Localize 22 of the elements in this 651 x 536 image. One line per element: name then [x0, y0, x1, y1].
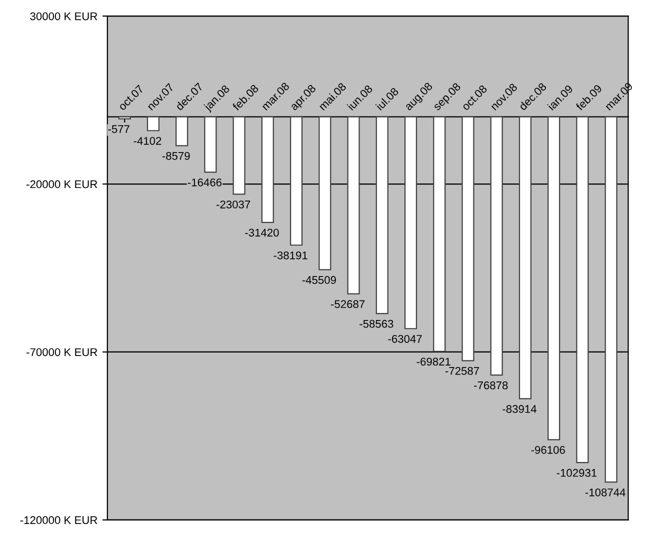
data-label: -16466 [188, 178, 222, 186]
data-label: -96106 [531, 446, 565, 454]
data-label: -63047 [388, 334, 422, 343]
data-label: -102931 [556, 468, 597, 477]
data-label: -76878 [474, 381, 508, 390]
data-label: -23037 [216, 200, 250, 208]
data-label: -69821 [416, 358, 450, 366]
data-label: -577 [108, 125, 130, 133]
data-label: -58563 [360, 320, 394, 328]
data-label: -38191 [274, 251, 308, 260]
data-label: -8579 [162, 152, 190, 160]
y-tick-label: 30000 K EUR [30, 12, 98, 20]
data-label: -72587 [445, 367, 479, 375]
data-label: -31420 [245, 228, 279, 237]
data-label: -4102 [134, 136, 162, 145]
data-label: -52687 [330, 300, 365, 308]
data-label: -83914 [502, 405, 536, 413]
y-tick-label: -20000 K EUR [26, 180, 98, 188]
y-tick-label: -120000 K EUR [20, 516, 98, 524]
data-label: -45509 [302, 276, 336, 284]
y-tick-label: -70000 K EUR [26, 348, 98, 356]
data-label: -108744 [585, 488, 626, 496]
